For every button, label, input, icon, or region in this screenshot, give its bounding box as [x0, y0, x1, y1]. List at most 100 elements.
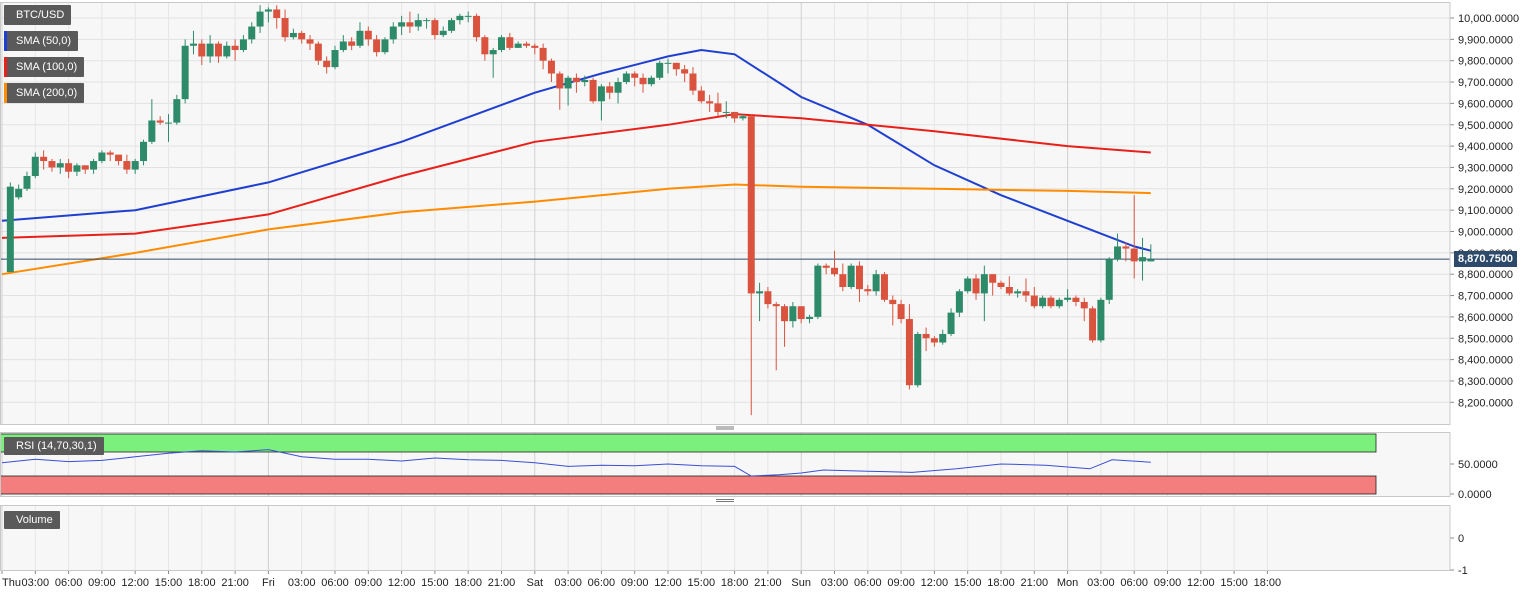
candle-down	[989, 274, 997, 296]
candle-body	[547, 60, 555, 74]
sma-50-label[interactable]: SMA (50,0)	[4, 31, 79, 51]
candle-down	[506, 32, 514, 51]
main-y-tick-label: 9,600.0000	[1458, 98, 1513, 110]
candle-down	[522, 41, 530, 48]
candle-body	[23, 175, 31, 189]
sma-200-swatch	[4, 83, 7, 103]
main-y-tick-label: 8,500.0000	[1458, 333, 1513, 345]
main-y-tick-label: 9,100.0000	[1458, 205, 1513, 217]
x-tick-label: 06:00	[55, 577, 83, 589]
rsi-label[interactable]: RSI (14,70,30,1)	[4, 437, 104, 455]
candle-down	[839, 263, 847, 292]
candle-body	[614, 82, 622, 93]
candle-up	[223, 41, 231, 59]
candle-body	[148, 120, 156, 142]
volume-label-text: Volume	[16, 514, 53, 526]
candle-down	[855, 261, 863, 302]
candle-up	[872, 269, 880, 296]
candle-up	[581, 75, 589, 87]
candle-body	[298, 32, 306, 40]
candle-up	[140, 139, 148, 166]
x-tick-label: 21:00	[754, 577, 782, 589]
candle-up	[165, 114, 172, 142]
candle-down	[905, 304, 913, 390]
candle-up	[1097, 297, 1105, 343]
candle-body	[1105, 259, 1113, 300]
candle-body	[689, 73, 697, 91]
candle-up	[148, 99, 156, 144]
candle-body	[647, 77, 655, 85]
candle-body	[81, 165, 89, 170]
sma-200-label[interactable]: SMA (200,0)	[4, 83, 85, 103]
candle-body	[1097, 299, 1105, 341]
x-tick-label: 12:00	[388, 577, 416, 589]
candle-down	[65, 158, 73, 179]
candle-up	[398, 15, 406, 36]
x-tick-label: Thu	[2, 577, 21, 589]
candle-down	[473, 13, 481, 42]
candle-up	[964, 276, 972, 294]
candle-body	[772, 304, 780, 307]
x-tick-label: 12:00	[121, 577, 149, 589]
candle-body	[106, 152, 114, 155]
candle-up	[15, 184, 23, 200]
candle-body	[165, 122, 172, 124]
main-y-tick-label: 9,500.0000	[1458, 120, 1513, 132]
candle-body	[464, 15, 472, 17]
candle-body	[964, 278, 972, 292]
candle-down	[373, 35, 381, 57]
candle-body	[356, 30, 364, 46]
candle-down	[880, 272, 888, 302]
candle-body	[955, 291, 963, 313]
candle-down	[306, 35, 314, 51]
candle-body	[73, 165, 81, 172]
candle-up	[189, 30, 197, 55]
candle-up	[264, 7, 272, 23]
candle-up	[181, 39, 189, 104]
candle-body	[880, 274, 888, 300]
candle-body	[381, 39, 389, 53]
candle-up	[98, 150, 106, 164]
sma-50-label-text: SMA (50,0)	[16, 35, 72, 47]
candle-body	[56, 163, 64, 168]
main-y-tick-label: 9,700.0000	[1458, 77, 1513, 89]
candle-body	[922, 333, 930, 339]
candle-body	[140, 141, 148, 162]
candle-down	[1130, 195, 1138, 279]
candle-body	[980, 274, 988, 294]
candle-body	[930, 338, 938, 343]
candle-up	[914, 331, 922, 388]
x-tick-label: 12:00	[1187, 577, 1215, 589]
candle-up	[955, 289, 963, 317]
candle-down	[40, 150, 48, 170]
symbol-label[interactable]: BTC/USD	[4, 5, 72, 25]
candle-body	[522, 43, 530, 46]
candle-body	[1147, 259, 1155, 262]
rsi-oversold-zone	[0, 475, 1377, 495]
candle-down	[922, 327, 930, 352]
candle-body	[672, 62, 680, 70]
main-y-tick-label: 10,000.0000	[1458, 13, 1519, 25]
x-tick-label: 18:00	[454, 577, 482, 589]
frame-layer	[0, 2, 1451, 571]
candle-down	[531, 43, 539, 55]
candle-body	[414, 20, 422, 27]
candle-up	[1114, 233, 1122, 262]
candle-down	[822, 263, 830, 275]
candle-body	[564, 77, 572, 89]
candle-body	[439, 30, 447, 36]
candle-up	[381, 37, 389, 55]
sma-100-label[interactable]: SMA (100,0)	[4, 57, 85, 77]
candle-up	[947, 308, 955, 337]
candle-body	[697, 90, 705, 102]
candle-up	[1039, 295, 1047, 309]
candle-body	[1064, 297, 1072, 300]
candle-down	[273, 5, 281, 29]
candle-up	[173, 94, 181, 125]
candle-body	[456, 15, 464, 21]
candle-up	[614, 77, 622, 104]
volume-label[interactable]: Volume	[4, 511, 60, 529]
candle-body	[1072, 297, 1080, 302]
candle-body	[248, 26, 256, 40]
